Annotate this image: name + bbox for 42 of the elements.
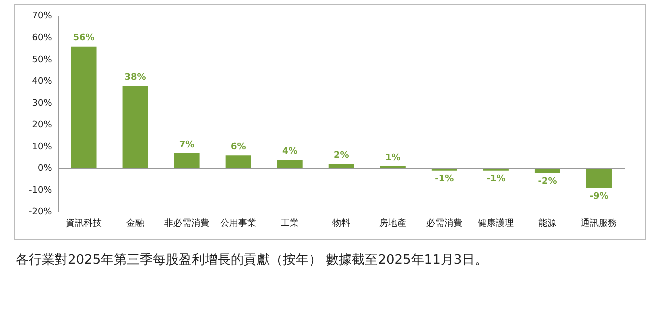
x-tick-label: 通訊服務 [581, 218, 618, 229]
y-tick-label: -10% [28, 186, 53, 196]
bar [534, 169, 560, 174]
data-label: 4% [282, 146, 298, 157]
x-tick-label: 健康護理 [478, 218, 514, 229]
bar [174, 153, 200, 168]
data-label: -1% [435, 174, 454, 185]
text: 各行業對2025年第三季每股盈利增長的貢獻（按年） [16, 253, 324, 268]
bar [328, 164, 354, 168]
bar [277, 160, 303, 168]
x-tick-label: 工業 [281, 218, 300, 229]
x-tick-label: 金融 [126, 218, 145, 229]
data-label: -9% [590, 192, 609, 202]
x-tick-label: 必需消費 [426, 218, 463, 229]
data-label: 2% [334, 151, 350, 162]
y-tick-label: 30% [32, 98, 53, 109]
bar [586, 169, 612, 188]
x-tick-label: 非必需消費 [164, 218, 210, 229]
y-tick-label: 50% [32, 55, 53, 66]
data-label: -1% [486, 174, 506, 185]
data-label: 38% [124, 72, 146, 83]
bar [122, 86, 148, 168]
text: 數據截至2025年11月3日。 [326, 253, 488, 268]
y-tick-label: 70% [32, 12, 53, 22]
x-tick-label: 房地產 [380, 218, 407, 229]
y-tick-label: 0% [38, 164, 53, 174]
data-label: 6% [230, 142, 246, 152]
x-tick-label: 能源 [538, 218, 557, 229]
bar [71, 46, 97, 168]
y-tick-label: 10% [32, 142, 53, 152]
y-tick-label: 20% [32, 120, 53, 131]
x-tick-label: 物料 [332, 218, 351, 229]
data-label: 7% [179, 140, 195, 150]
data-label: 56% [73, 34, 95, 44]
x-tick-label: 資訊科技 [66, 218, 102, 229]
data-label: -2% [538, 176, 558, 187]
bar [226, 156, 252, 168]
y-tick-label: 60% [32, 34, 53, 44]
y-tick-label: 40% [32, 77, 53, 88]
data-label: 1% [386, 153, 401, 164]
x-tick-label: 公用事業 [220, 218, 257, 229]
y-tick-label: -20% [28, 208, 53, 218]
